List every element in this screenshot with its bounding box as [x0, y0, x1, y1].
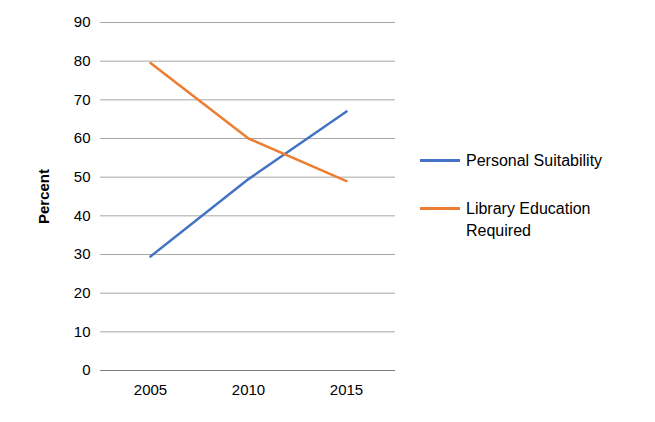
svg-text:10: 10 [74, 323, 91, 340]
html-text:Personal Suitability: Personal Suitability [466, 152, 603, 169]
svg-text:20: 20 [74, 284, 91, 301]
svg-text:2010: 2010 [232, 381, 265, 398]
svg-text:0: 0 [82, 361, 90, 378]
svg-text:2005: 2005 [134, 381, 167, 398]
svg-text:90: 90 [74, 13, 91, 30]
svg-text:2015: 2015 [330, 381, 363, 398]
svg-text:60: 60 [74, 129, 91, 146]
svg-text:80: 80 [74, 52, 91, 69]
html-text:Library Education Required: Library Education Required [466, 200, 591, 239]
svg-text:40: 40 [74, 207, 91, 224]
svg-text:50: 50 [74, 168, 91, 185]
svg-text:70: 70 [74, 91, 91, 108]
svg-text:Percent: Percent [35, 169, 52, 224]
svg-text:30: 30 [74, 245, 91, 262]
